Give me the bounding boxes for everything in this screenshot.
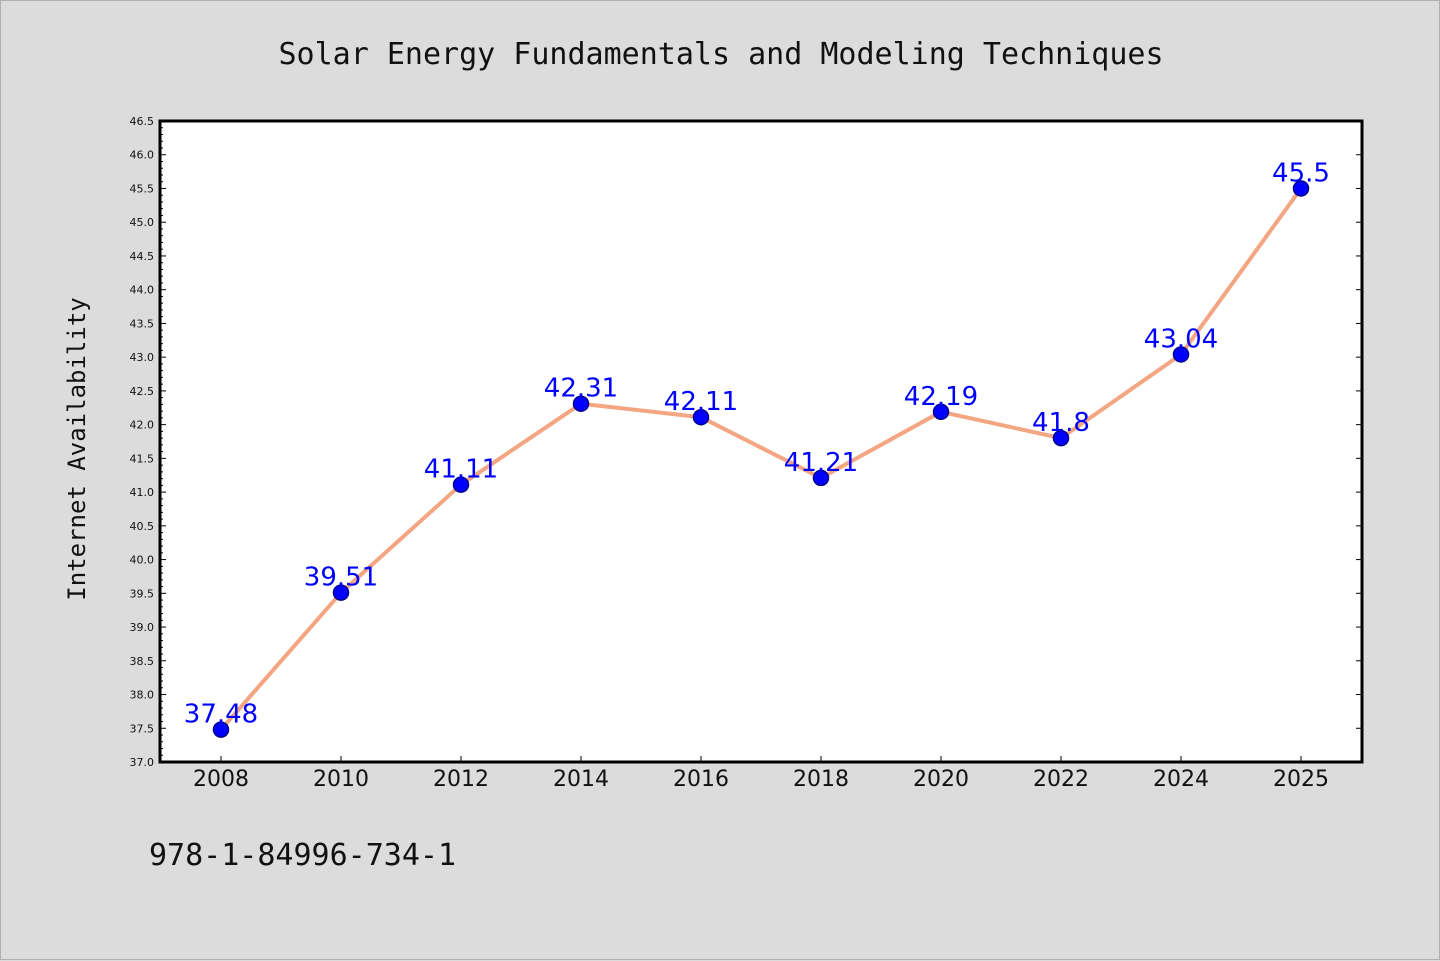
y-tick-label: 37.0 bbox=[130, 756, 155, 769]
y-tick-label: 37.5 bbox=[130, 722, 155, 735]
data-label: 41.8 bbox=[1032, 408, 1090, 438]
y-tick-label: 43.0 bbox=[130, 351, 155, 364]
chart-title: Solar Energy Fundamentals and Modeling T… bbox=[278, 37, 1163, 72]
x-tick-label: 2016 bbox=[673, 767, 729, 792]
x-tick-label: 2014 bbox=[553, 767, 609, 792]
y-axis-label: Internet Availability bbox=[63, 297, 91, 600]
x-axis: 2008 2010 2012 2014 2016 2018 2020 2022 2024 2025 bbox=[193, 756, 1329, 792]
x-tick-label: 2025 bbox=[1273, 767, 1329, 792]
data-label: 42.11 bbox=[664, 387, 738, 417]
x-tick-label: 2020 bbox=[913, 767, 969, 792]
data-point-marker bbox=[1292, 180, 1310, 197]
x-tick-label: 2022 bbox=[1033, 767, 1089, 792]
data-point-marker bbox=[212, 721, 230, 738]
data-label: 43.04 bbox=[1144, 324, 1218, 354]
isbn-footnote: 978-1-84996-734-1 bbox=[149, 838, 456, 873]
data-label: 37.48 bbox=[184, 700, 258, 730]
y-tick-label: 38.0 bbox=[130, 689, 155, 702]
data-label: 41.11 bbox=[424, 455, 498, 485]
data-point-marker bbox=[572, 395, 590, 412]
x-tick-label: 2012 bbox=[433, 767, 489, 792]
data-point-marker bbox=[692, 408, 710, 426]
data-point-marker bbox=[932, 403, 950, 421]
data-label: 39.51 bbox=[304, 563, 378, 593]
y-tick-label: 42.0 bbox=[130, 419, 155, 432]
series-line-group bbox=[212, 180, 1310, 738]
data-point-marker bbox=[332, 584, 350, 601]
y-tick-label: 45.5 bbox=[130, 182, 155, 195]
y-tick-label: 41.5 bbox=[130, 452, 155, 465]
series-line bbox=[219, 186, 1303, 732]
data-label: 42.31 bbox=[544, 374, 618, 404]
data-point-marker bbox=[452, 476, 470, 493]
data-point-marker bbox=[812, 469, 830, 487]
y-tick-label: 42.5 bbox=[130, 385, 155, 398]
y-tick-label: 46.5 bbox=[130, 115, 155, 128]
data-label: 41.21 bbox=[784, 448, 858, 478]
y-tick-label: 44.0 bbox=[130, 284, 155, 297]
x-tick-label: 2008 bbox=[193, 767, 249, 792]
plot-area bbox=[158, 119, 1364, 764]
y-axis: 37.0 37.5 38.0 38.5 39.0 39.5 40.0 40.5 41.0 41.5… bbox=[130, 115, 1362, 769]
data-label: 45.5 bbox=[1272, 158, 1330, 188]
x-tick-label: 2024 bbox=[1153, 767, 1209, 792]
y-tick-label: 44.5 bbox=[130, 250, 155, 263]
data-point-marker bbox=[1172, 346, 1190, 363]
y-tick-label: 40.0 bbox=[130, 554, 155, 567]
x-tick-label: 2010 bbox=[313, 767, 369, 792]
y-tick-label: 43.5 bbox=[130, 317, 155, 330]
y-tick-label: 38.5 bbox=[130, 655, 155, 668]
y-tick-label: 45.0 bbox=[130, 216, 155, 229]
y-tick-label: 39.5 bbox=[130, 587, 155, 600]
y-tick-label: 41.0 bbox=[130, 486, 155, 499]
data-point-marker bbox=[1052, 429, 1070, 447]
y-tick-label: 39.0 bbox=[130, 621, 155, 634]
y-tick-label: 46.0 bbox=[130, 149, 155, 162]
x-tick-label: 2018 bbox=[793, 767, 849, 792]
data-labels: 37.48 39.51 41.11 42.31 42.11 41.21 42.19 41.8 4… bbox=[184, 158, 1330, 729]
data-label: 42.19 bbox=[904, 382, 978, 412]
y-tick-label: 40.5 bbox=[130, 520, 155, 533]
